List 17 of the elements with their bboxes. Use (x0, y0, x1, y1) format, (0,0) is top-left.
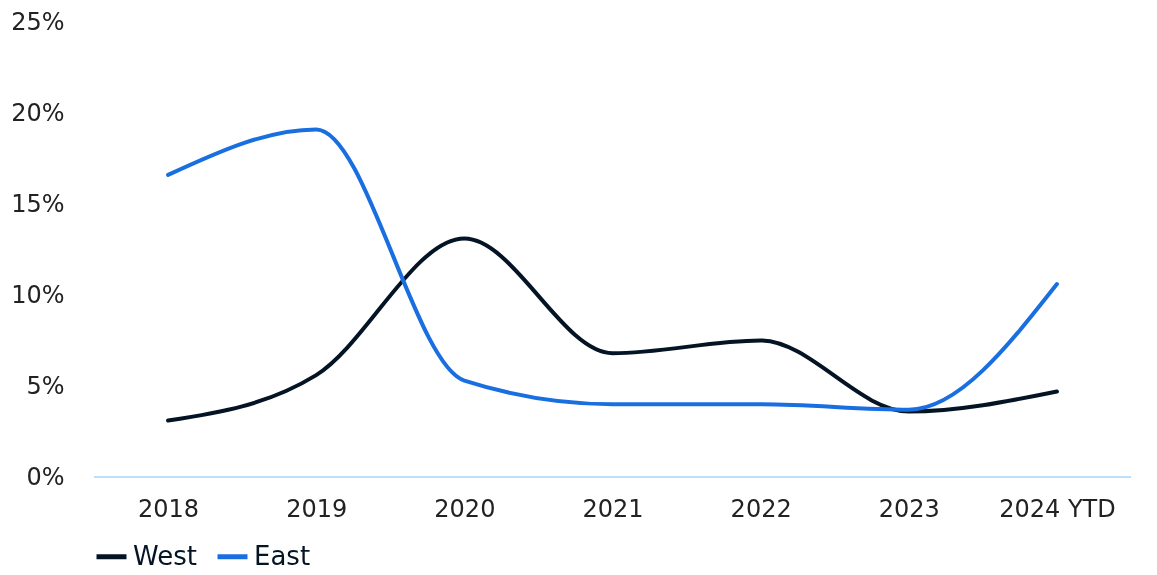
legend-label: West (133, 540, 197, 571)
line-series (166, 236, 1059, 423)
x-tick-label: 2018 (138, 494, 200, 523)
legend-label: East (254, 540, 311, 571)
line-series (166, 127, 1059, 412)
x-tick-label: 2024 YTD (999, 494, 1116, 523)
x-tick-label: 2021 (582, 494, 644, 523)
x-tick-label: 2020 (434, 494, 496, 523)
x-tick-label: 2019 (286, 494, 348, 523)
y-tick-label: 25% (11, 7, 65, 36)
y-tick-label: 0% (26, 462, 65, 491)
y-tick-label: 10% (11, 280, 65, 309)
y-tick-label: 5% (26, 371, 65, 400)
y-tick-label: 15% (11, 189, 65, 218)
y-tick-label: 20% (11, 98, 65, 127)
x-tick-label: 2022 (730, 494, 792, 523)
x-tick-label: 2023 (878, 494, 940, 523)
